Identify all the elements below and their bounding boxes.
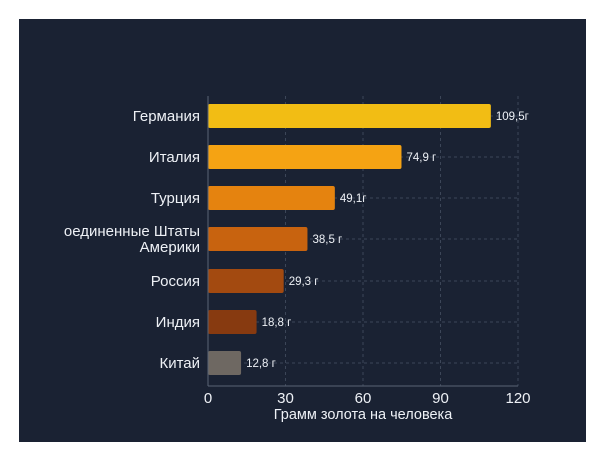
x-tick-label-4: 120 [505,390,530,407]
category-label-1: Италия [149,149,200,166]
data-label-3: 38,5 г [312,234,342,246]
x-tick-label-1: 30 [277,390,294,407]
category-labels: Германия Италия Турция оединенные ШтатыАмер… [64,108,200,372]
category-label-3-line-1: Америки [140,239,200,256]
x-tick-label-3: 90 [432,390,449,407]
x-tick-label-0: 0 [204,390,212,407]
category-label-5: Индия [156,314,200,331]
bar-4 [208,269,284,293]
bar-1 [208,145,402,169]
data-label-0: 109,5г [496,111,529,123]
bars-layer [208,104,491,375]
data-label-1: 74,9 г [406,152,436,164]
bar-6 [208,351,242,375]
category-label-4: Россия [151,273,200,290]
x-tick-label-2: 60 [355,390,372,407]
category-label-3-line-0: оединенные Штаты [64,223,200,240]
data-label-4: 29,3 г [289,276,319,288]
category-label-6: Китай [159,355,200,372]
bar-2 [208,186,335,210]
data-label-2: 49,1г [340,193,367,205]
category-label-0: Германия [133,108,200,125]
data-labels: 109,5г 74,9 г 49,1г 38,5 г 29,3 г 18,8 г 12,8 … [246,111,529,370]
bar-3 [208,227,308,251]
category-label-2: Турция [151,190,200,207]
x-axis-title: Грамм золота на человека [274,407,453,423]
bar-5 [208,310,257,334]
data-label-6: 12,8 г [246,358,276,370]
data-label-5: 18,8 г [262,317,292,329]
bar-0 [208,104,491,128]
grid-layer [208,96,519,386]
x-axis: 0 30 60 90 120 [204,96,531,407]
